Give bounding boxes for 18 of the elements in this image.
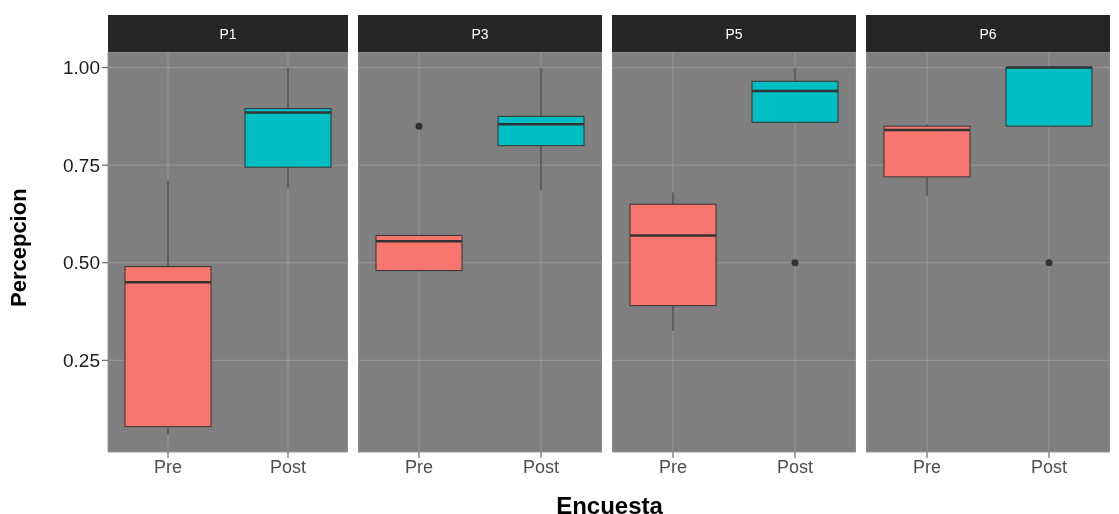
x-tick-label: Post: [776, 456, 814, 477]
y-axis-title: Percepcion: [5, 188, 31, 307]
y-tick-label: 1.00: [63, 57, 100, 79]
x-axis-title: Encuesta: [555, 492, 664, 514]
x-tick-label: Pre: [912, 456, 942, 477]
x-tick-label: Pre: [658, 456, 688, 477]
chart-title: P6: [866, 15, 1110, 52]
x-tick-label: Pre: [404, 456, 434, 477]
chart-title: P5: [612, 15, 856, 52]
y-tick-label: 0.75: [63, 154, 100, 176]
y-tick-label: 0.25: [63, 350, 100, 372]
y-tick-label: 0.50: [63, 252, 100, 274]
x-tick-label: Pre: [153, 456, 183, 477]
x-tick-label: Post: [269, 456, 307, 477]
x-tick-label: Post: [522, 456, 560, 477]
chart-title: P3: [358, 15, 602, 52]
chart-title: P1: [108, 15, 348, 52]
x-tick-label: Post: [1030, 456, 1068, 477]
